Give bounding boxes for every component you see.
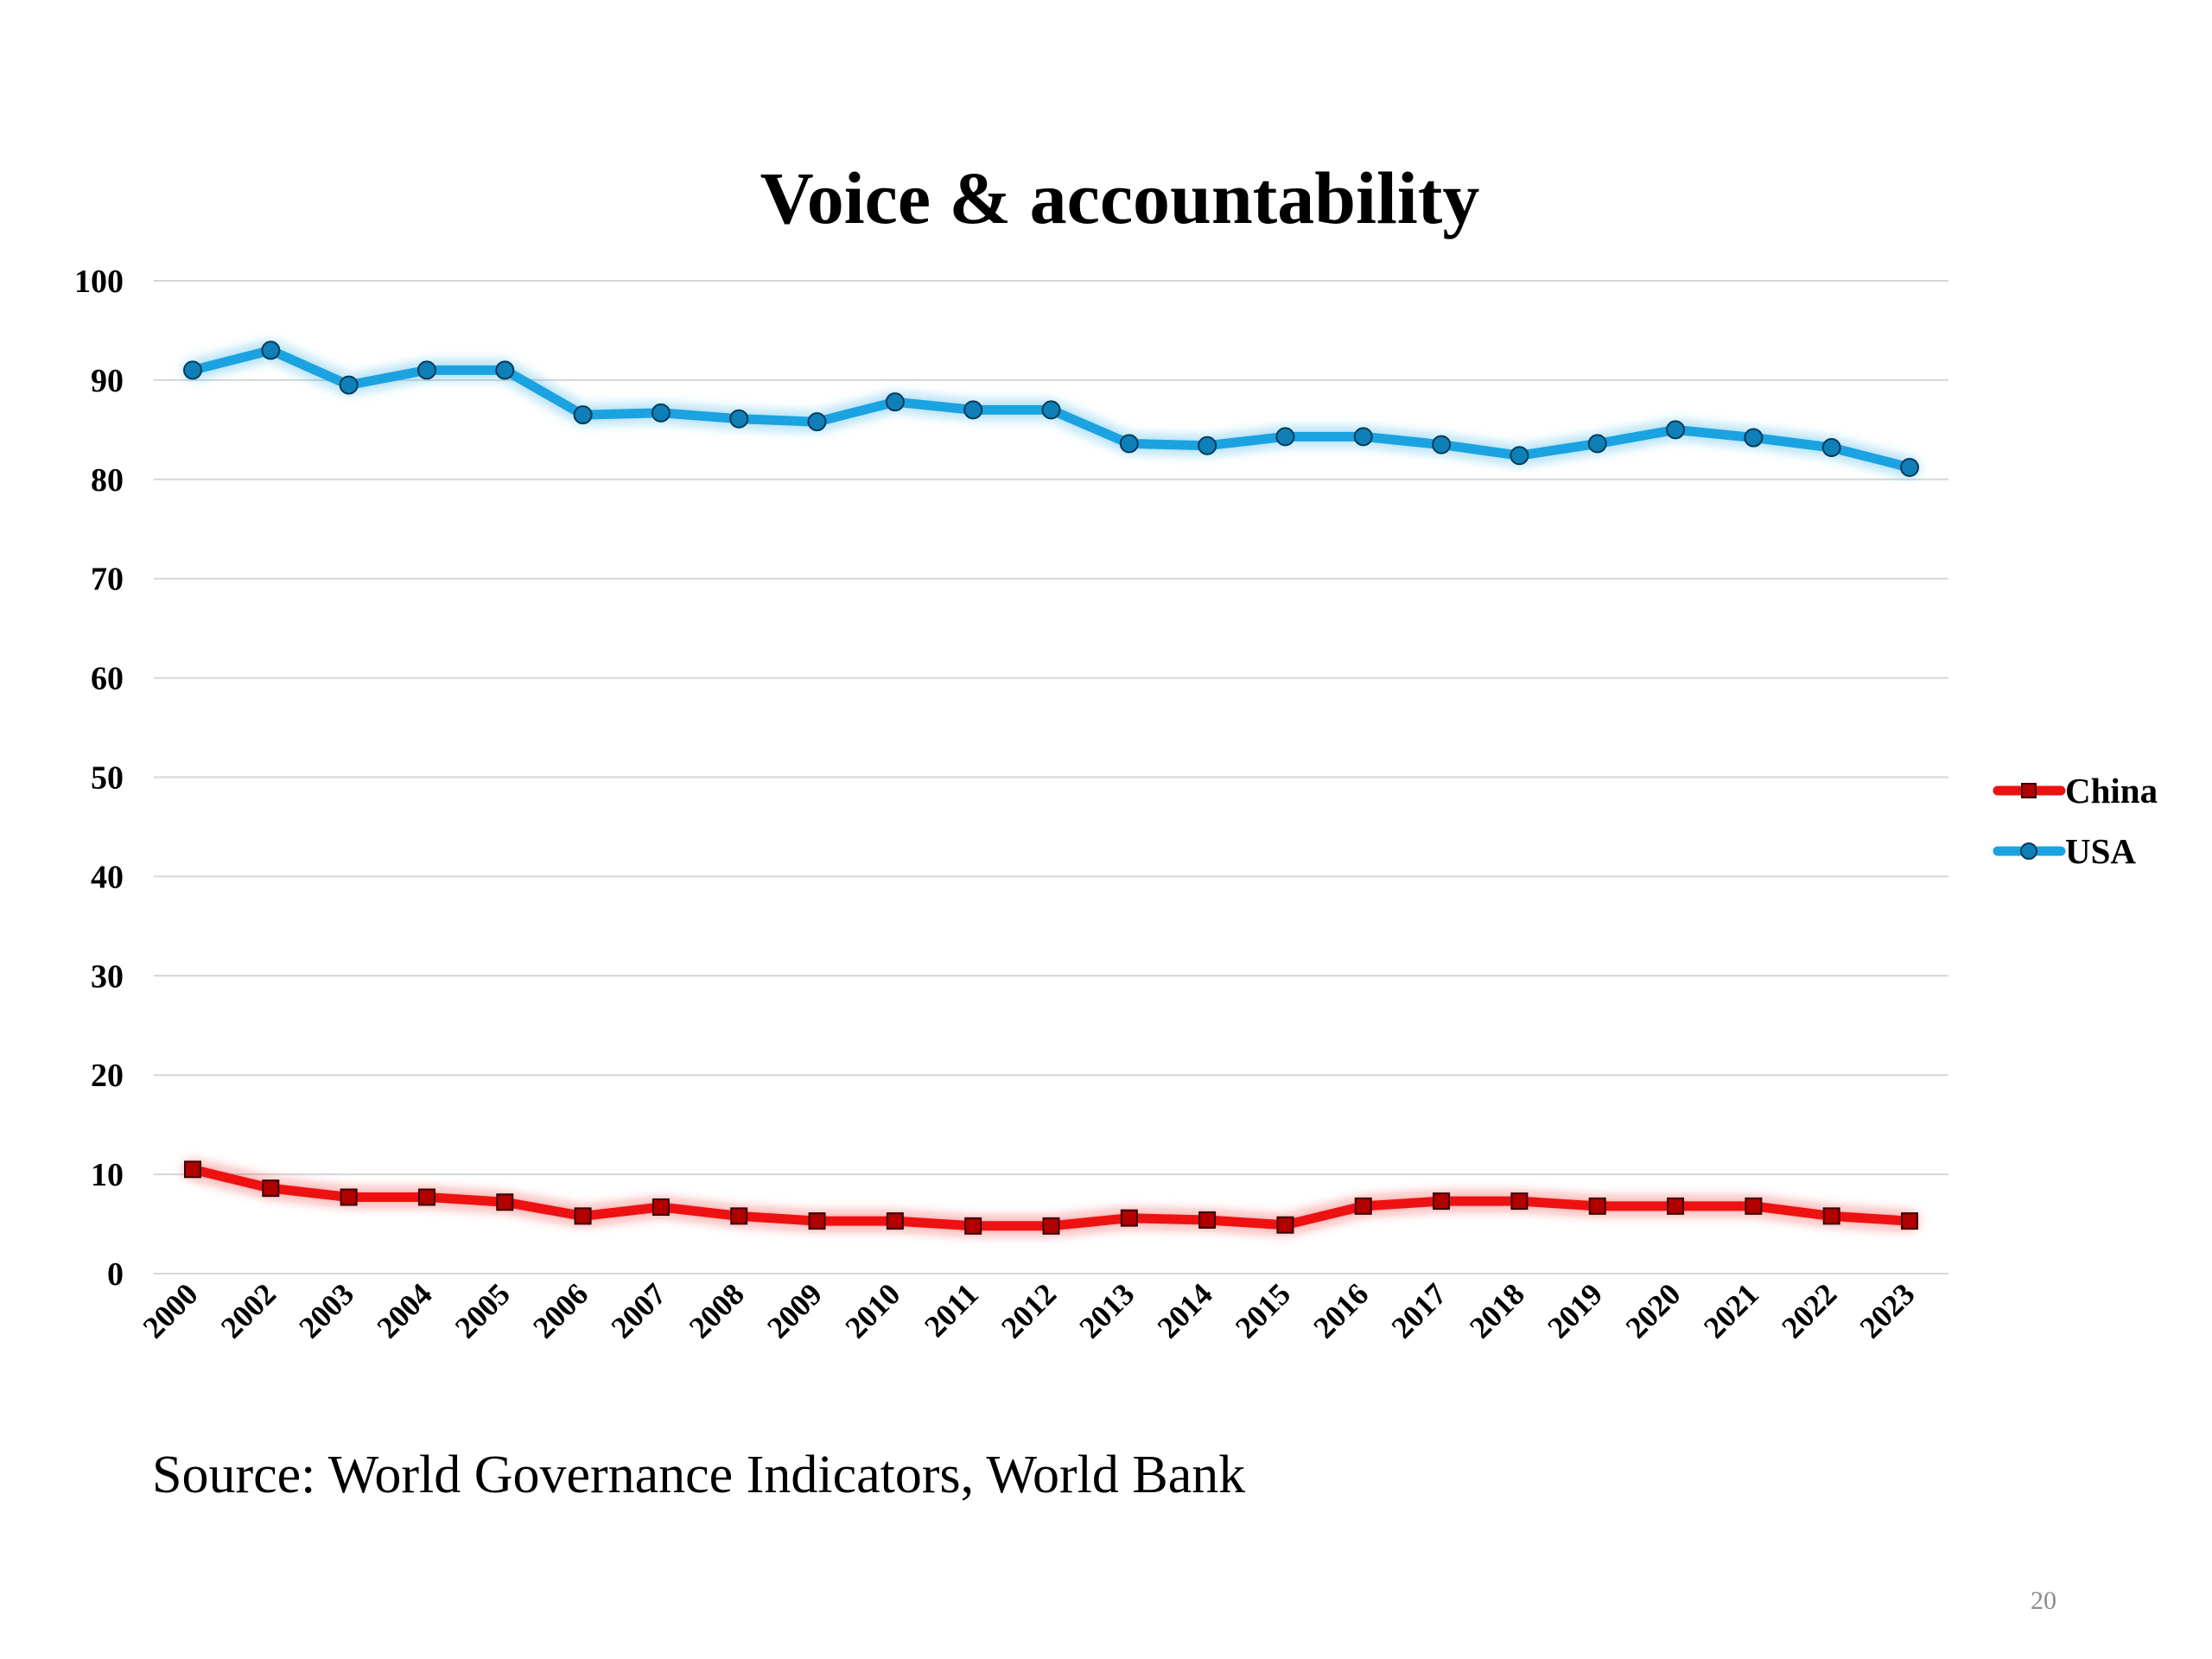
x-tick-label: 2006 <box>526 1276 594 1344</box>
x-tick-label: 2016 <box>1306 1276 1375 1344</box>
data-point-usa <box>495 360 515 380</box>
data-point-usa <box>807 412 827 432</box>
data-point-china <box>1433 1192 1451 1211</box>
data-point-china <box>1276 1216 1294 1234</box>
source-note: Source: World Governance Indicators, Wor… <box>152 1446 1246 1504</box>
data-point-usa <box>573 405 593 425</box>
gridlines <box>154 280 1948 1274</box>
y-tick-label: 10 <box>91 1157 124 1193</box>
series-layer <box>183 340 1919 1236</box>
data-point-china <box>1354 1197 1372 1215</box>
data-point-china <box>262 1179 280 1198</box>
x-tick-label: 2000 <box>136 1276 204 1344</box>
data-point-usa <box>261 340 281 360</box>
x-tick-label: 2005 <box>448 1276 517 1344</box>
legend-label-china: China <box>2065 771 2158 810</box>
data-point-china <box>1120 1209 1138 1227</box>
data-point-china <box>1745 1197 1763 1215</box>
data-point-usa <box>885 392 905 412</box>
x-tick-label: 2002 <box>214 1276 283 1344</box>
y-tick-label: 40 <box>91 859 124 895</box>
x-tick-label: 2010 <box>838 1276 906 1344</box>
x-tick-label: 2019 <box>1541 1276 1609 1344</box>
data-point-china <box>886 1212 904 1230</box>
data-point-usa <box>651 403 671 423</box>
data-point-usa <box>963 400 983 420</box>
y-tick-label: 20 <box>91 1058 124 1094</box>
data-point-usa <box>1275 427 1295 447</box>
data-point-china <box>964 1217 982 1235</box>
data-point-china <box>1510 1192 1529 1211</box>
data-point-usa <box>339 375 359 395</box>
data-point-china <box>730 1207 748 1225</box>
x-tick-label: 2021 <box>1697 1276 1765 1344</box>
x-tick-label: 2003 <box>292 1276 360 1344</box>
x-tick-label: 2020 <box>1619 1276 1688 1344</box>
x-tick-label: 2012 <box>995 1276 1063 1344</box>
data-point-usa <box>1198 435 1217 455</box>
data-point-usa <box>1353 427 1373 447</box>
data-point-usa <box>1119 434 1139 454</box>
y-axis-ticks: 0 10 20 30 40 50 60 70 80 90 100 <box>74 264 124 1293</box>
data-point-usa <box>1900 458 1919 478</box>
legend-item-china: China <box>1993 771 2158 810</box>
y-tick-label: 60 <box>91 661 124 697</box>
x-tick-label: 2017 <box>1385 1276 1453 1344</box>
y-tick-label: 90 <box>91 363 124 399</box>
data-point-usa <box>1041 400 1061 420</box>
x-tick-label: 2014 <box>1151 1276 1219 1344</box>
chart-title: Voice & accountability <box>760 156 1480 239</box>
data-point-china <box>1667 1197 1685 1215</box>
data-point-china <box>808 1212 826 1230</box>
data-point-china <box>1042 1217 1060 1235</box>
data-point-china <box>1901 1212 1918 1230</box>
y-tick-label: 50 <box>91 760 124 797</box>
series-china <box>183 1160 1919 1236</box>
data-point-usa <box>1821 438 1841 458</box>
legend-item-usa: USA <box>1993 831 2136 871</box>
legend: China USA <box>1993 771 2158 871</box>
legend-marker-china <box>2021 783 2037 798</box>
page-number: 20 <box>2031 1586 2056 1615</box>
data-point-usa <box>729 409 749 429</box>
y-tick-label: 70 <box>91 562 124 598</box>
x-tick-label: 2004 <box>370 1276 438 1344</box>
x-tick-label: 2015 <box>1229 1276 1297 1344</box>
data-point-china <box>340 1188 358 1206</box>
data-point-china <box>417 1188 435 1206</box>
data-point-china <box>184 1160 201 1179</box>
data-point-usa <box>1744 428 1764 448</box>
y-tick-label: 30 <box>91 958 124 995</box>
data-point-china <box>1822 1207 1840 1225</box>
data-point-usa <box>1432 435 1452 454</box>
y-tick-label: 100 <box>74 264 124 300</box>
x-tick-label: 2009 <box>760 1276 829 1344</box>
y-tick-label: 0 <box>107 1256 124 1293</box>
data-point-usa <box>1666 420 1686 440</box>
y-tick-label: 80 <box>91 462 124 499</box>
x-tick-label: 2008 <box>683 1276 751 1344</box>
series-usa <box>183 340 1919 478</box>
x-tick-label: 2011 <box>918 1276 985 1344</box>
x-tick-label: 2022 <box>1775 1276 1843 1344</box>
data-point-usa <box>183 360 202 380</box>
x-axis-ticks: 2000 2002 2003 2004 2005 2006 2007 2008 2009 2010… <box>136 1276 1921 1344</box>
data-point-china <box>1588 1197 1606 1215</box>
data-point-china <box>496 1193 514 1211</box>
x-tick-label: 2018 <box>1463 1276 1531 1344</box>
legend-marker-usa <box>2020 842 2037 860</box>
data-point-china <box>652 1198 670 1217</box>
x-tick-label: 2023 <box>1853 1276 1921 1344</box>
data-point-usa <box>416 360 436 380</box>
data-point-usa <box>1587 434 1607 454</box>
data-point-china <box>1198 1211 1217 1229</box>
x-tick-label: 2007 <box>604 1276 672 1344</box>
data-point-usa <box>1510 446 1529 466</box>
x-tick-label: 2013 <box>1072 1276 1141 1344</box>
data-point-china <box>574 1207 592 1225</box>
legend-label-usa: USA <box>2065 831 2136 871</box>
